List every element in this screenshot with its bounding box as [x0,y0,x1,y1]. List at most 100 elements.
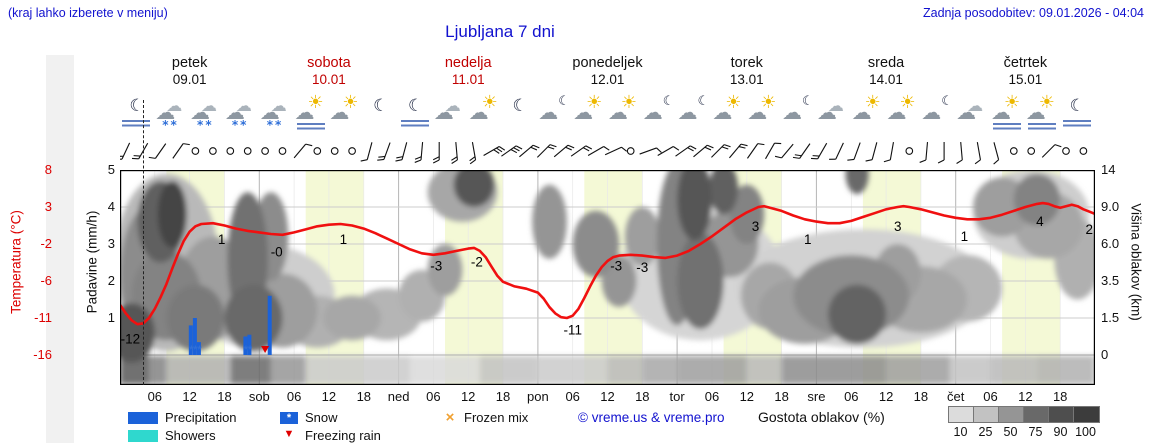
calm-wind-icon [1009,147,1018,155]
cloud-density-scale-tick: 90 [1053,425,1068,439]
x-tick: tor [669,389,685,404]
day-date: 10.01 [312,72,346,87]
cloud-density-field [120,170,1095,385]
cloud-density-scale-box [998,406,1025,423]
x-tick: 12 [600,389,615,404]
moon-icon: ☾ [1069,96,1085,116]
weather-icon-sunfog: ☀ ☁ [989,94,1027,136]
precip-tick: 5 [107,162,115,177]
temperature-value-label: -3 [430,258,442,273]
calm-wind-icon [330,147,339,155]
x-tick: sob [248,389,270,404]
copyright-link[interactable]: © vreme.us & vreme.pro [578,410,725,425]
cloud-icon: ☁ [201,96,218,115]
wind-barb-icon [120,142,131,160]
precipitation-bar [188,325,193,355]
wind-barb-icon [360,142,373,162]
x-tick: 06 [844,389,859,404]
x-tick: 12 [321,389,337,404]
weather-icon-suncloud: ☀ ☁ [850,94,888,136]
fog-icon [1062,120,1091,129]
x-tick: 12 [1018,389,1033,404]
last-update: Zadnja posodobitev: 09.01.2026 - 04:04 [922,6,1144,20]
moon-icon: ☾ [941,94,953,109]
weather-icon-suncloud: ☀ ☁ [467,94,505,136]
day-header-nedelja: nedelja 11.01 [408,55,528,87]
weather-icon-cloudsnow: ☁ ☁ ** [153,96,191,136]
calm-wind-icon [243,147,252,155]
cloud-icon: ☁ [851,100,872,124]
cloud-icon: ☁ [827,96,844,115]
fog-icon [1027,123,1056,132]
day-name: petek [171,55,208,71]
temperature-value-label: -11 [563,322,582,337]
temperature-value-label: 1 [961,229,969,244]
x-tick: ned [387,389,410,404]
wind-barb-icon [746,143,765,159]
sun-icon: ☀ [1038,92,1055,113]
calm-wind-icon [191,147,200,155]
cloud-icon: ☁ [886,100,907,124]
temperature-value-label: 3 [752,219,760,234]
day-name: sreda [867,55,905,71]
cloud-icon: ☁ [1025,100,1046,124]
weather-icon-moonfog: ☾ [1059,96,1097,136]
temperature-value-label: -3 [636,260,648,275]
wind-barb-icon [131,142,149,160]
wind-barb-icon [657,146,680,156]
cloud-icon: ☁ [433,100,454,124]
calm-wind-icon [1079,147,1088,155]
cloud-icon: ☁ [538,100,559,124]
cloud-density-scale-box [973,406,1000,423]
weather-icon-cloudmoon: ☾ ☁ [919,94,957,136]
day-header-torek: torek 13.01 [687,55,807,87]
frozen-mix-icon: × [445,409,455,426]
wind-barb-icon [148,143,167,159]
temperature-value-label: -2 [471,255,483,270]
day-date: 11.01 [451,72,485,87]
temperature-value-label: -12 [121,332,141,347]
cloud-icon: ☁ [166,96,183,115]
cloud-icon: ☁ [573,100,594,124]
wind-barb-icon [728,143,748,159]
cloud-height-tick: 0 [1101,347,1109,362]
cloud-density-scale-tick: 75 [1028,425,1043,439]
temperature-value-label: 4 [1036,214,1044,229]
cloud-density-scale-tick: 100 [1075,425,1096,439]
wind-barb-icon [639,147,662,155]
weather-icon-cloudsnow: ☁ ☁ ** [258,96,296,136]
moon-icon: ☾ [512,96,528,116]
calm-wind-icon [261,147,269,155]
wind-barb-icon [536,144,557,158]
cloud-height-tick: 1.5 [1101,310,1120,325]
snow-mark: * [248,344,253,356]
weather-icon-cloudmoon: ☾ ☁ [676,94,714,136]
calm-wind-icon [226,147,235,155]
legend-showers-label: Showers [165,428,216,443]
moon-icon: ☾ [697,94,710,109]
cloud-height-tick: 3.5 [1101,273,1120,288]
current-time-line [143,100,144,385]
cloud-icon: ☁ [444,96,461,115]
wind-barb-icon [883,142,895,163]
x-tick: sre [807,389,826,404]
wind-barb-icon [519,144,540,158]
cloud-icon: ☁ [921,100,942,124]
wind-barb-icon [432,142,440,164]
freezing-rain-mark [261,346,270,353]
cloud-icon: ☁ [990,100,1011,124]
wind-barb-icon [587,146,610,156]
fog-icon [400,120,429,129]
x-tick: 12 [878,389,894,404]
temp-tick: 3 [44,199,52,214]
day-name: nedelja [444,55,492,71]
weather-icon-suncloud: ☀ ☁ [571,94,609,136]
cloud-density-scale-tick: 10 [953,425,968,439]
calm-wind-icon [1027,147,1036,155]
temperature-line [120,201,1095,326]
temperature-value-label: 1 [804,232,812,247]
cloud-icon: ☁ [190,100,211,124]
cloud-icon: ☁ [270,96,287,115]
temp-tick: 8 [44,162,52,177]
cloud-height-tick: 6.0 [1101,236,1120,251]
